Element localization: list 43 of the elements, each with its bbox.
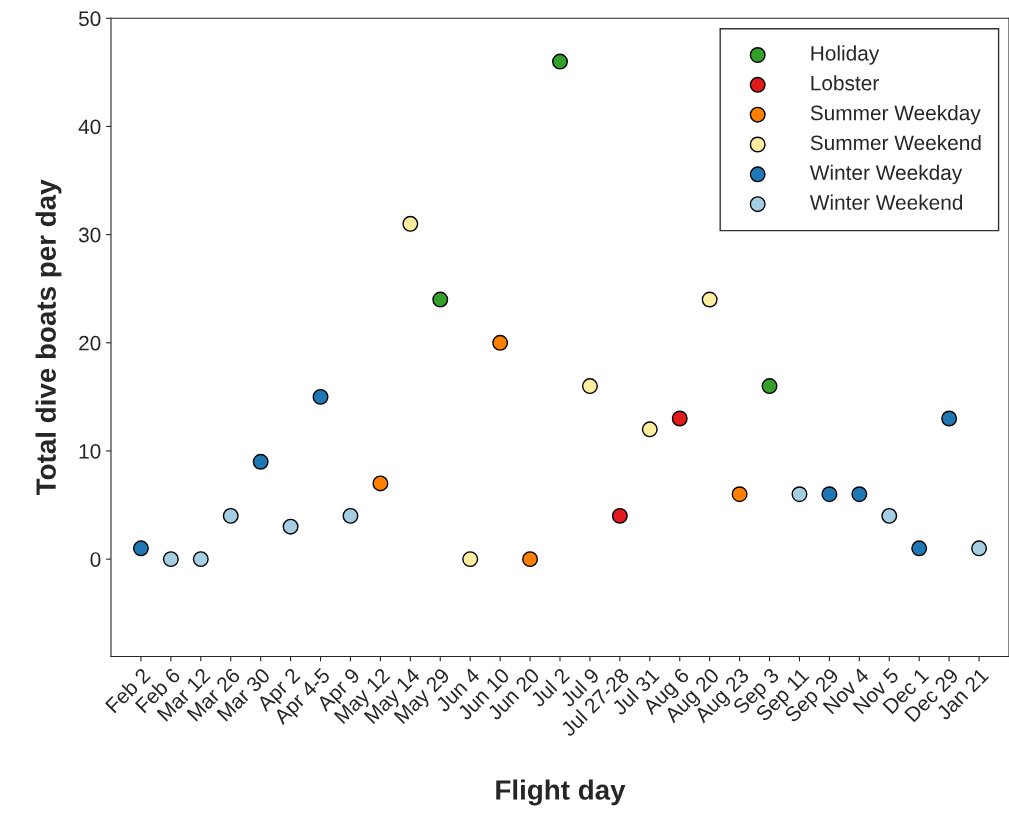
point (851, 486, 868, 503)
legend-label: Holiday (811, 45, 880, 65)
legend-label: Winter Weekday (809, 164, 963, 185)
point (821, 486, 838, 503)
point (132, 540, 149, 557)
point (462, 551, 479, 568)
y-axis-title: Total dive boats per day (35, 179, 62, 496)
legend-label: Lobster (811, 75, 879, 91)
point (611, 507, 628, 524)
point (911, 540, 928, 557)
y-tick-label: 40 (78, 119, 101, 135)
legend-label: Summer Weekend (810, 134, 981, 151)
point (941, 410, 958, 427)
legend-label: Winter Weekend (809, 194, 963, 210)
point (192, 551, 209, 568)
point (522, 551, 539, 568)
point (432, 291, 449, 308)
point (971, 540, 988, 557)
point (671, 410, 688, 427)
point (492, 334, 509, 351)
point (731, 486, 748, 503)
point (282, 518, 299, 535)
point (402, 215, 419, 232)
point (372, 475, 389, 492)
y-tick-label: 20 (79, 335, 101, 351)
point (641, 421, 658, 438)
point (881, 507, 898, 524)
legend-label: Summer Weekday (810, 105, 981, 125)
y-tick-label: 50 (78, 11, 101, 27)
point (761, 378, 778, 395)
y-tick-label: 0 (90, 552, 101, 567)
point (552, 53, 568, 70)
point (701, 291, 718, 308)
point (791, 486, 808, 503)
x-axis-title: Flight day (496, 779, 626, 806)
point (222, 507, 239, 524)
point (162, 551, 179, 568)
point (581, 378, 598, 395)
point (312, 388, 329, 405)
y-tick-label: 30 (78, 227, 101, 243)
point (252, 453, 269, 470)
point (342, 507, 359, 524)
y-tick-label: 10 (79, 443, 101, 459)
